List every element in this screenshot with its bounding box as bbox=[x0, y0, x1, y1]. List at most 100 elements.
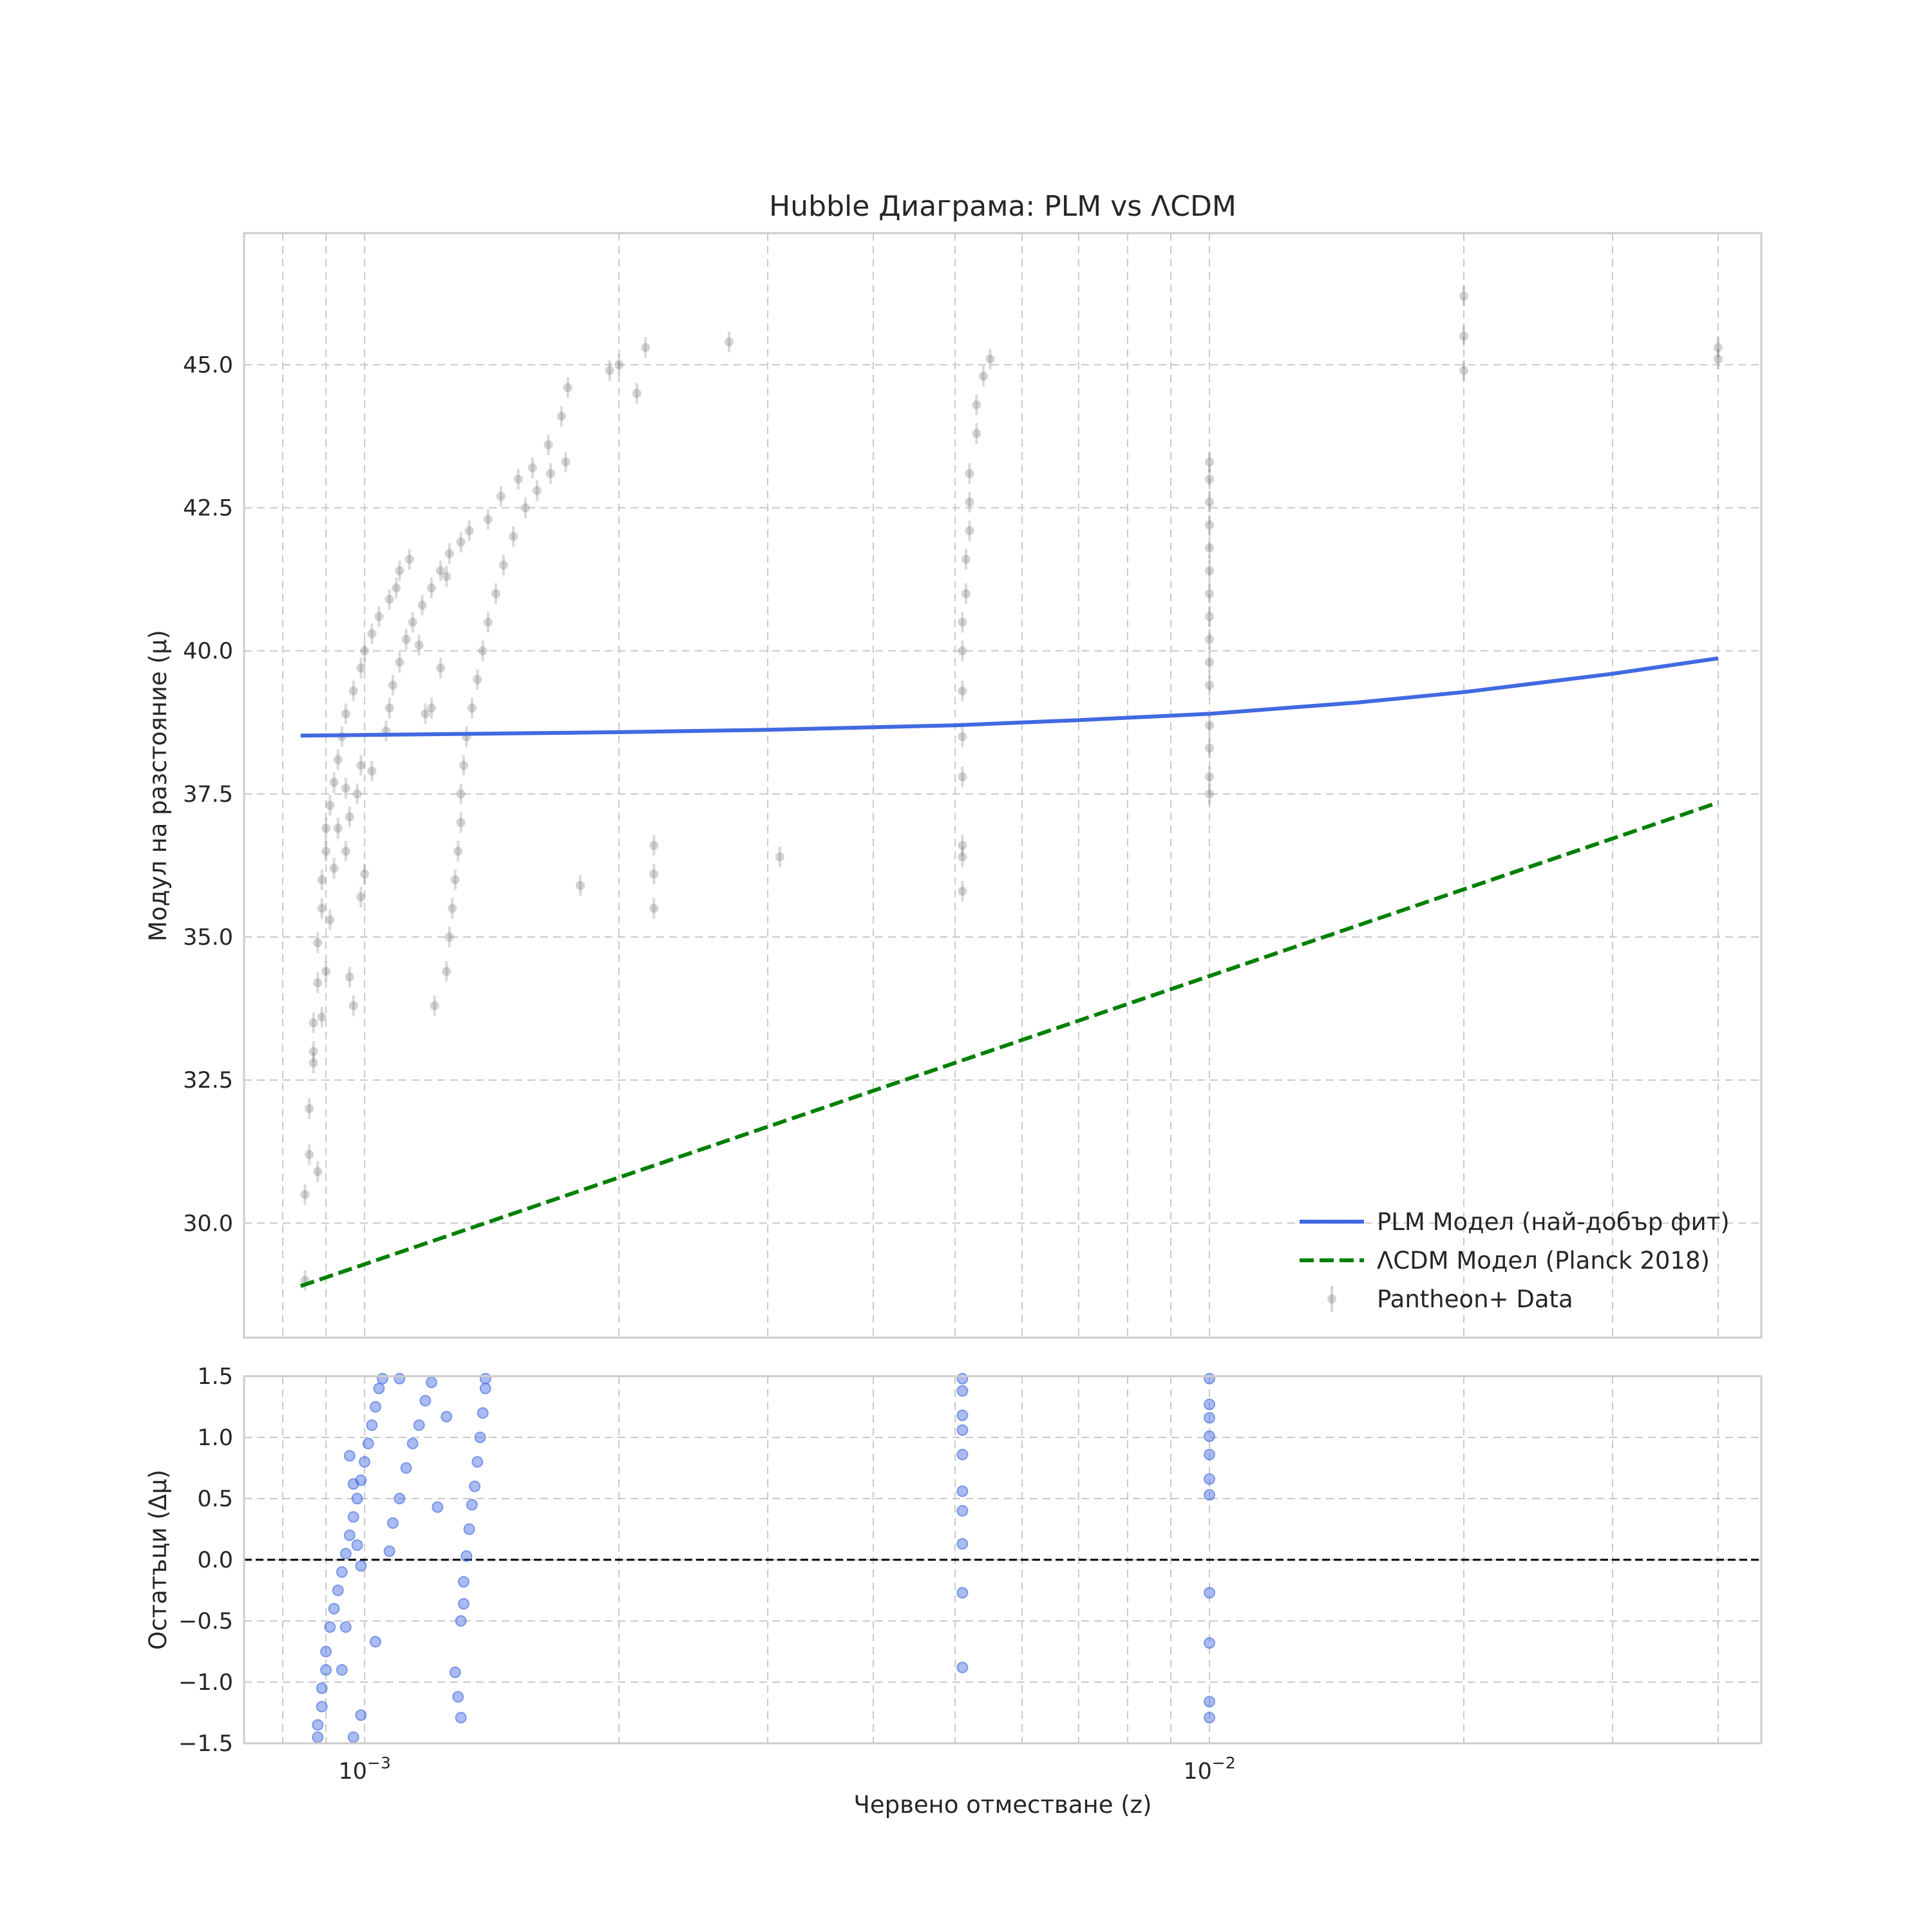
residual-point bbox=[370, 1636, 382, 1648]
data-point bbox=[1713, 343, 1723, 352]
data-point bbox=[1459, 331, 1468, 341]
residual-point bbox=[370, 1401, 382, 1413]
data-point bbox=[408, 618, 417, 627]
residuals-y-tick-label: 1.0 bbox=[197, 1425, 233, 1451]
data-point bbox=[958, 852, 967, 862]
data-point bbox=[496, 491, 506, 501]
data-point bbox=[356, 761, 366, 770]
residuals-x-tick-labels: 10−3 10−2 bbox=[338, 1754, 1235, 1785]
x-axis-label: Червено отместване (z) bbox=[853, 1791, 1151, 1819]
residual-point bbox=[343, 1530, 355, 1541]
data-point bbox=[649, 840, 659, 850]
residual-point bbox=[1204, 1696, 1216, 1708]
residual-point bbox=[474, 1432, 486, 1443]
residual-point bbox=[956, 1662, 969, 1674]
data-point bbox=[958, 618, 967, 627]
residual-point bbox=[466, 1499, 478, 1511]
residual-point bbox=[431, 1501, 444, 1513]
data-point bbox=[1205, 789, 1215, 799]
data-point bbox=[1205, 475, 1215, 484]
residual-point bbox=[956, 1372, 969, 1385]
data-point bbox=[360, 869, 370, 879]
residual-point bbox=[1204, 1637, 1216, 1649]
data-point bbox=[972, 429, 981, 439]
data-point bbox=[965, 469, 974, 478]
data-point bbox=[563, 383, 573, 392]
data-point bbox=[483, 618, 493, 627]
residuals-y-tick-label: 1.5 bbox=[197, 1364, 233, 1390]
data-point bbox=[325, 800, 335, 810]
data-point bbox=[985, 354, 995, 364]
residual-point bbox=[351, 1493, 363, 1504]
residual-point bbox=[320, 1645, 332, 1658]
residual-point bbox=[477, 1407, 489, 1419]
residual-point bbox=[336, 1664, 348, 1676]
residual-point bbox=[455, 1712, 467, 1724]
residual-point bbox=[956, 1409, 969, 1421]
residuals-y-tick-label: 0.5 bbox=[197, 1486, 233, 1512]
data-point bbox=[605, 366, 614, 375]
data-point bbox=[527, 463, 537, 473]
data-point bbox=[775, 852, 784, 862]
data-point bbox=[313, 978, 323, 988]
data-point bbox=[544, 440, 553, 450]
data-point bbox=[374, 612, 384, 621]
data-point bbox=[958, 686, 967, 696]
data-point bbox=[450, 875, 460, 885]
data-point bbox=[333, 755, 343, 764]
data-point bbox=[356, 892, 366, 902]
data-point bbox=[1713, 354, 1723, 364]
data-point bbox=[649, 869, 659, 879]
data-point bbox=[436, 663, 446, 673]
data-point bbox=[978, 372, 988, 381]
data-point bbox=[632, 388, 641, 398]
data-point bbox=[430, 1001, 439, 1010]
data-point bbox=[456, 818, 466, 828]
residual-point bbox=[336, 1566, 348, 1578]
residual-point bbox=[1204, 1372, 1216, 1385]
data-point bbox=[509, 531, 518, 541]
data-point bbox=[356, 663, 366, 673]
data-point bbox=[325, 915, 335, 925]
data-point bbox=[436, 566, 446, 576]
residual-point bbox=[366, 1419, 378, 1431]
residual-point bbox=[312, 1731, 324, 1743]
residual-point bbox=[383, 1545, 395, 1557]
residual-point bbox=[400, 1462, 412, 1474]
pantheon-data-points bbox=[300, 285, 1723, 1291]
data-point bbox=[649, 904, 659, 913]
residual-point bbox=[469, 1481, 481, 1492]
residual-point bbox=[351, 1539, 363, 1551]
residual-point bbox=[320, 1664, 332, 1676]
data-point bbox=[453, 846, 463, 856]
data-point bbox=[1205, 772, 1215, 782]
residual-point bbox=[1204, 1712, 1216, 1724]
residual-point bbox=[956, 1424, 969, 1436]
data-point bbox=[401, 634, 411, 644]
residuals-y-tick-label: −1.0 bbox=[178, 1670, 233, 1696]
residuals-y-tick-label: −1.5 bbox=[178, 1731, 233, 1757]
residual-point bbox=[347, 1511, 359, 1523]
data-point bbox=[384, 594, 394, 604]
legend-swatch-data-marker bbox=[1327, 1294, 1336, 1303]
data-point bbox=[958, 772, 967, 782]
data-point bbox=[345, 972, 354, 982]
lcdm-model-line bbox=[299, 800, 1719, 1288]
data-point bbox=[395, 566, 404, 576]
data-point bbox=[321, 824, 331, 833]
data-point bbox=[442, 967, 451, 976]
data-point bbox=[1205, 589, 1215, 598]
data-point bbox=[958, 840, 967, 850]
residual-point bbox=[956, 1485, 969, 1497]
main-y-tick-label: 37.5 bbox=[183, 782, 233, 808]
data-point bbox=[427, 703, 437, 713]
data-point bbox=[384, 703, 394, 713]
data-point bbox=[395, 658, 404, 667]
data-point bbox=[513, 475, 523, 484]
residual-point bbox=[387, 1517, 399, 1529]
data-point bbox=[341, 846, 350, 856]
data-point bbox=[305, 1104, 314, 1113]
data-point bbox=[367, 629, 377, 639]
data-point bbox=[464, 526, 474, 536]
main-axes-frame bbox=[243, 232, 1763, 1339]
